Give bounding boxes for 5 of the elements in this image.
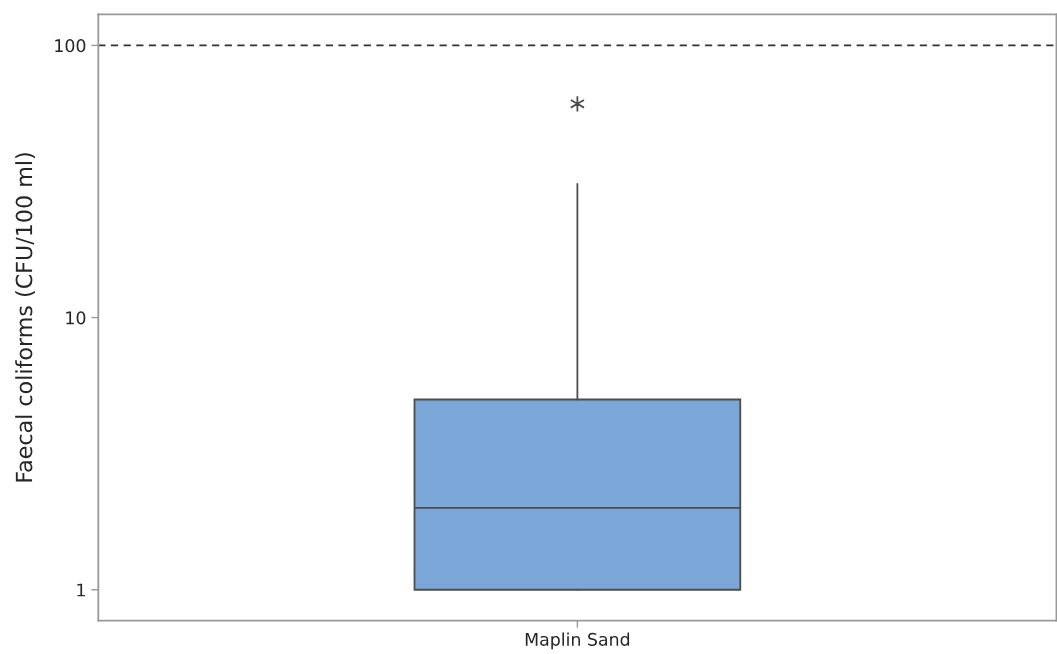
- y-tick-label: 10: [66, 311, 86, 325]
- y-tick-label: 1: [77, 583, 85, 597]
- y-tick-label: 100: [55, 39, 86, 53]
- y-axis-title: Faecal coliforms (CFU/100 ml): [15, 153, 35, 482]
- x-tick-label: Maplin Sand: [525, 632, 630, 650]
